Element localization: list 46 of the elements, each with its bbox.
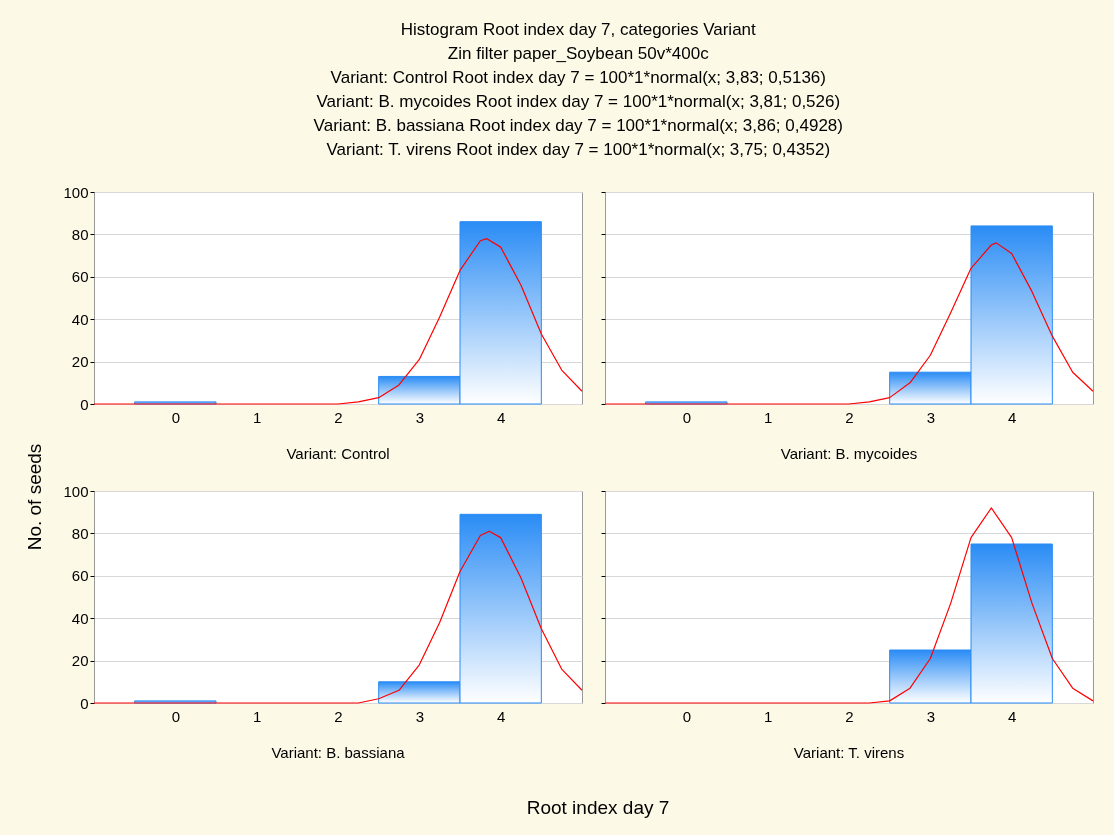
y-tick-label: 60 [71, 268, 89, 286]
text: Variant: B. mycoides Root index day 7 = 100*1*normal(x; 3,81; 0,526) [316, 91, 841, 111]
x-tick-label: 2 [845, 408, 854, 426]
line-series [93, 238, 583, 405]
x-tick-label: 0 [171, 707, 181, 725]
y-tick-label: 60 [71, 567, 89, 585]
x-tick-label: 4 [1007, 408, 1017, 426]
x-tick-label: 4 [496, 707, 506, 725]
x-tick-label: 3 [926, 408, 936, 426]
line-series [93, 530, 583, 704]
text: Variant: B. mycoides [780, 445, 918, 462]
x-tick-label: 0 [171, 408, 181, 426]
text: Variant: B. bassiana Root index day 7 = 100*1*normal(x; 3,86; 0,4928) [313, 115, 843, 135]
x-tick-label: 1 [763, 408, 773, 426]
y-tick-label: 0 [80, 694, 89, 712]
x-tick-label: 1 [252, 408, 262, 426]
x-tick-label: 3 [415, 707, 425, 725]
x-axis-title: Root index day 7 [526, 797, 670, 819]
x-tick-label: 3 [926, 707, 936, 725]
y-tick-label: 40 [71, 609, 89, 627]
text: Variant: B. bassiana [271, 744, 406, 761]
y-tick-label: 40 [71, 310, 89, 328]
y-tick-label: 100 [63, 482, 89, 500]
x-tick-label: 2 [845, 707, 854, 725]
x-tick-label: 0 [682, 707, 692, 725]
y-tick-label: 20 [71, 353, 89, 371]
x-tick-label: 4 [1007, 707, 1017, 725]
x-tick-label: 1 [252, 707, 262, 725]
text: Variant: Control Root index day 7 = 100*1*normal(x; 3,83; 0,5136) [330, 67, 826, 87]
text: Variant: T. virens [793, 744, 905, 761]
y-tick-label: 80 [71, 524, 89, 542]
x-tick-label: 2 [334, 408, 343, 426]
y-tick-label: 80 [71, 225, 89, 243]
y-tick-label: 100 [63, 183, 89, 201]
x-tick-label: 4 [496, 408, 506, 426]
chart-subtitle: Zin filter paper_Soybean 50v*400c [447, 43, 710, 63]
y-axis-title: No. of seeds [24, 443, 46, 551]
x-tick-label: 3 [415, 408, 425, 426]
y-tick-label: 0 [80, 395, 89, 413]
x-tick-label: 0 [682, 408, 692, 426]
text: Variant: T. virens Root index day 7 = 100*1*normal(x; 3,75; 0,4352) [326, 139, 831, 159]
chart-title: Histogram Root index day 7, categories Variant [400, 19, 757, 39]
x-tick-label: 1 [763, 707, 773, 725]
y-tick-label: 20 [71, 652, 89, 670]
x-tick-label: 2 [334, 707, 343, 725]
text: Variant: Control [286, 445, 390, 462]
